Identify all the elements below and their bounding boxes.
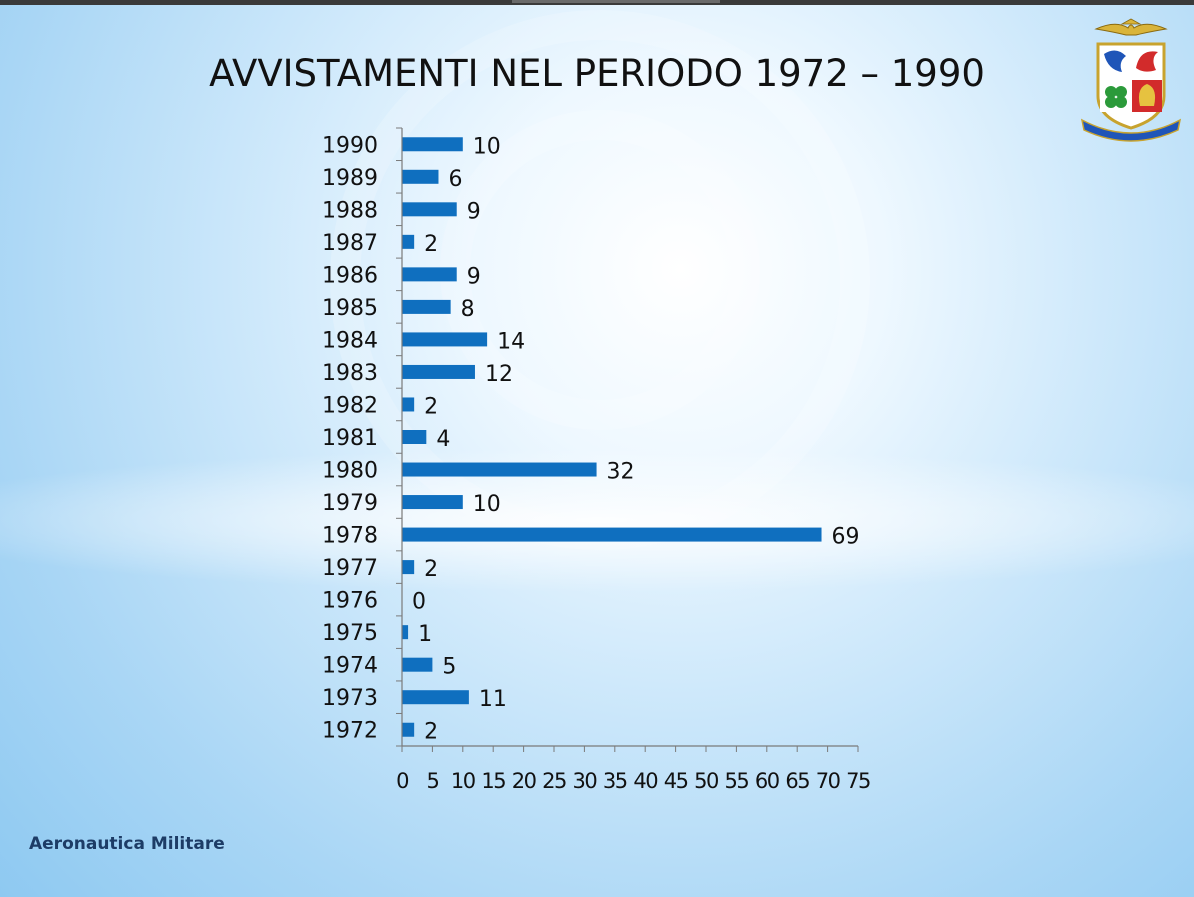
bar-1978: [402, 527, 822, 542]
data-label-1976: 0: [412, 590, 426, 615]
bar-1980: [402, 462, 597, 477]
shield-icon: [1096, 42, 1166, 130]
x-tick-label-5: 5: [426, 769, 438, 793]
bar-1979: [402, 495, 463, 510]
category-label-1974: 1974: [322, 654, 378, 679]
x-tick-label-75: 75: [846, 769, 870, 793]
eagle-crest-icon: [1094, 18, 1168, 36]
bars-layer: [402, 137, 822, 737]
data-label-1978: 69: [832, 525, 860, 550]
x-tick-label-0: 0: [396, 769, 408, 793]
category-label-1973: 1973: [322, 686, 378, 711]
category-label-1978: 1978: [322, 524, 378, 549]
bar-1977: [402, 560, 415, 575]
x-tick-label-65: 65: [785, 769, 809, 793]
category-label-1984: 1984: [322, 328, 378, 353]
category-label-1981: 1981: [322, 426, 378, 451]
data-label-1975: 1: [418, 622, 432, 647]
motto-ribbon-icon: [1080, 118, 1182, 142]
data-label-1989: 6: [448, 167, 462, 192]
x-tick-label-15: 15: [481, 769, 505, 793]
bar-1987: [402, 234, 415, 249]
bar-1972: [402, 722, 415, 737]
data-label-1987: 2: [424, 232, 438, 257]
category-label-1972: 1972: [322, 719, 378, 744]
bar-1982: [402, 397, 415, 412]
bar-1986: [402, 267, 457, 282]
data-label-1982: 2: [424, 394, 438, 419]
x-tick-label-60: 60: [755, 769, 779, 793]
bar-1989: [402, 169, 439, 184]
category-label-1988: 1988: [322, 198, 378, 223]
category-label-1980: 1980: [322, 459, 378, 484]
bar-1973: [402, 690, 469, 705]
category-label-1979: 1979: [322, 491, 378, 516]
slide-title: AVVISTAMENTI NEL PERIODO 1972 – 1990: [209, 52, 985, 95]
axis-layer: [396, 127, 859, 752]
category-label-1987: 1987: [322, 231, 378, 256]
bar-1981: [402, 430, 427, 444]
x-tick-label-55: 55: [725, 769, 749, 793]
data-label-1986: 9: [467, 264, 481, 289]
category-label-1990: 1990: [322, 133, 378, 158]
bar-1974: [402, 657, 433, 672]
data-label-1988: 9: [467, 199, 481, 224]
category-label-1975: 1975: [322, 621, 378, 646]
data-label-1972: 2: [424, 720, 438, 745]
x-tick-label-20: 20: [512, 769, 536, 793]
window-tab: [512, 0, 720, 3]
category-label-1983: 1983: [322, 361, 378, 386]
category-label-1989: 1989: [322, 166, 378, 191]
data-label-1983: 12: [485, 362, 513, 387]
emblem: [1080, 18, 1182, 142]
footer-brand: Aeronautica Militare: [29, 834, 225, 854]
data-label-1990: 10: [473, 134, 501, 159]
category-label-1977: 1977: [322, 556, 378, 581]
x-tick-label-35: 35: [603, 769, 627, 793]
bar-1988: [402, 202, 457, 217]
data-label-1985: 8: [461, 297, 475, 322]
bar-1983: [402, 364, 475, 379]
bar-1975: [402, 625, 409, 640]
category-label-1985: 1985: [322, 296, 378, 321]
category-label-1986: 1986: [322, 263, 378, 288]
x-tick-label-50: 50: [694, 769, 718, 793]
x-tick-label-70: 70: [816, 769, 840, 793]
x-tick-label-10: 10: [451, 769, 475, 793]
data-label-1974: 5: [442, 655, 456, 680]
data-label-1973: 11: [479, 687, 507, 712]
category-label-1982: 1982: [322, 393, 378, 418]
x-tick-label-25: 25: [542, 769, 566, 793]
data-label-1981: 4: [436, 427, 450, 452]
data-label-1980: 32: [607, 460, 635, 485]
x-tick-label-45: 45: [664, 769, 688, 793]
data-label-1979: 10: [473, 492, 501, 517]
bar-1984: [402, 332, 488, 347]
data-label-1977: 2: [424, 557, 438, 582]
category-label-1976: 1976: [322, 589, 378, 614]
data-label-1984: 14: [497, 329, 525, 354]
x-tick-label-30: 30: [573, 769, 597, 793]
bar-1985: [402, 299, 451, 314]
x-tick-label-40: 40: [633, 769, 657, 793]
bar-1990: [402, 137, 463, 152]
